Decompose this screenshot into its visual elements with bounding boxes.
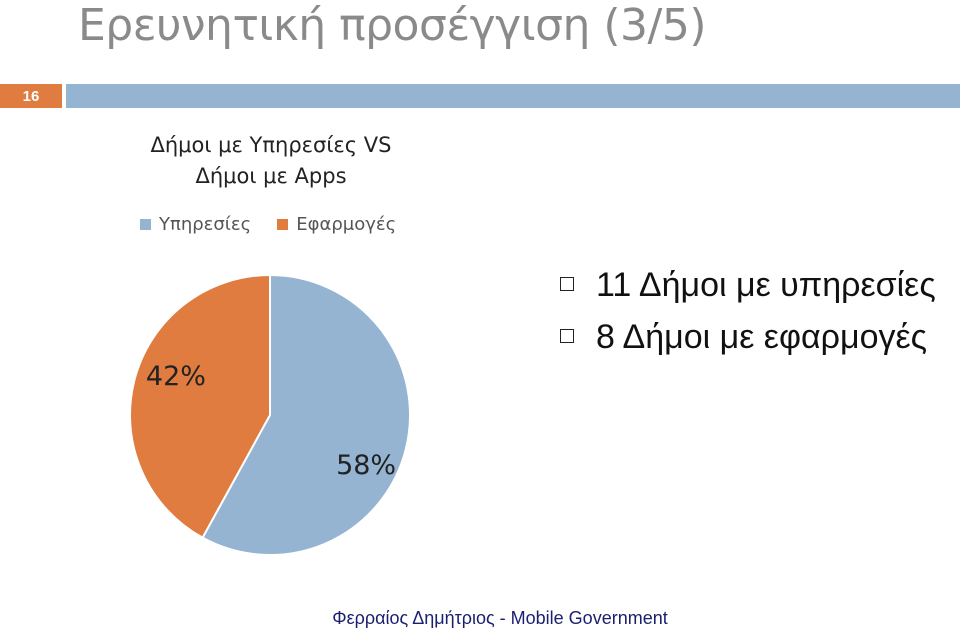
header-bar: [66, 84, 960, 108]
chart-title-line-2: Δήμοι με Apps: [195, 164, 347, 188]
bullet-text-services: 11 Δήμοι με υπηρεσίες: [596, 266, 936, 304]
legend-label-apps: Εφαρμογές: [296, 214, 397, 235]
legend-swatch-apps: [277, 219, 289, 230]
pie-slice-0: [201, 273, 411, 556]
square-bullet-icon: [560, 329, 574, 343]
footer-author: Φερραίος Δημήτριος - Mobile Government: [332, 608, 668, 628]
bullet-item-apps: 8 Δήμοι με εφαρμογές: [560, 314, 950, 360]
pie-slice-1: [129, 273, 271, 540]
bullet-item-services: 11 Δήμοι με υπηρεσίες: [560, 262, 950, 308]
page-number-badge: 16: [0, 84, 62, 108]
bullet-list: 11 Δήμοι με υπηρεσίες 8 Δήμοι με εφαρμογ…: [560, 262, 950, 366]
page-number: 16: [22, 87, 40, 105]
chart-title-line-1: Δήμοι με Υπηρεσίες VS: [150, 133, 392, 157]
legend-item-services: Υπηρεσίες: [140, 214, 251, 235]
pie-label-0: 58%: [336, 450, 396, 481]
legend-item-apps: Εφαρμογές: [277, 214, 396, 235]
chart-title: Δήμοι με Υπηρεσίες VS Δήμοι με Apps: [126, 130, 416, 192]
slide-title: Ερευνητική προσέγγιση (3/5): [78, 0, 707, 51]
legend-swatch-services: [140, 219, 151, 230]
square-bullet-icon: [560, 277, 574, 291]
legend-label-services: Υπηρεσίες: [159, 214, 252, 235]
bullet-text-apps: 8 Δήμοι με εφαρμογές: [596, 318, 928, 356]
pie-label-1: 42%: [146, 361, 206, 392]
chart-legend: Υπηρεσίες Εφαρμογές: [140, 214, 396, 235]
